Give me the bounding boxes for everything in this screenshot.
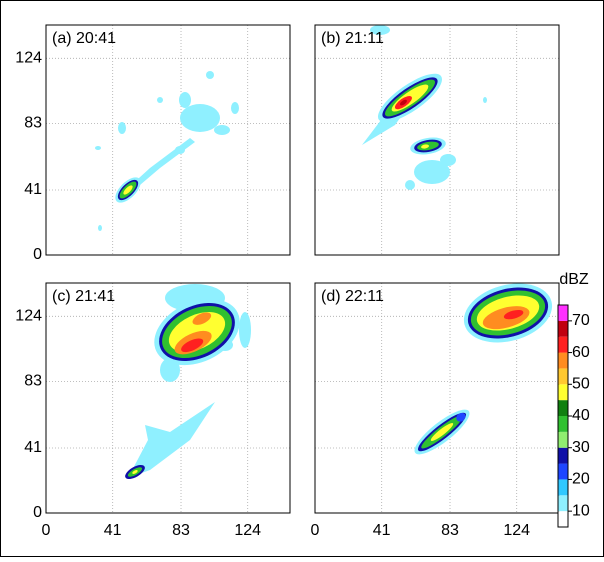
x-tick-label: 41 — [104, 522, 122, 539]
y-tick-label: 0 — [33, 504, 42, 521]
y-tick-label: 41 — [24, 439, 42, 456]
colorbar-bin — [558, 511, 568, 527]
colorbar-bin — [558, 400, 568, 416]
panel-title: (d) 22:11 — [321, 288, 384, 305]
colorbar-tick-label: 70 — [572, 312, 590, 329]
colorbar-tick-label: 20 — [572, 471, 590, 488]
panel-title: (a) 20:41 — [52, 30, 116, 47]
colorbar-tick-label: 30 — [572, 439, 590, 456]
colorbar-tick-label: 60 — [572, 344, 590, 361]
y-tick-label: 124 — [15, 308, 42, 325]
panel-title: (b) 21:11 — [321, 30, 384, 47]
colorbar-bin — [558, 416, 568, 432]
x-tick-label: 83 — [172, 522, 190, 539]
colorbar-bin — [558, 479, 568, 495]
x-tick-label: 124 — [503, 522, 530, 539]
colorbar-tick-label: 50 — [572, 376, 590, 393]
colorbar-bin — [558, 384, 568, 400]
y-tick-label: 0 — [33, 246, 42, 263]
colorbar-bin — [558, 353, 568, 369]
colorbar-bin — [558, 448, 568, 464]
colorbar-bin — [558, 321, 568, 337]
y-tick-label: 83 — [24, 115, 42, 132]
colorbar-label: dBZ — [559, 271, 589, 288]
y-tick-label: 124 — [15, 50, 42, 67]
colorbar-bin — [558, 368, 568, 384]
x-tick-label: 0 — [42, 522, 51, 539]
x-tick-label: 0 — [311, 522, 320, 539]
figure: 0 41 83 124 (a) 20:41 (b) 21:11 0 41 83 124 0 41 83 1… — [0, 0, 604, 557]
colorbar-bin — [558, 305, 568, 321]
y-tick-label: 83 — [24, 373, 42, 390]
colorbar-bin — [558, 337, 568, 353]
colorbar-bin — [558, 495, 568, 511]
colorbar-bin — [558, 464, 568, 480]
colorbar-tick-label: 10 — [572, 502, 590, 519]
panel-title: (c) 21:41 — [52, 288, 115, 305]
colorbar-bin — [558, 432, 568, 448]
colorbar-tick-label: 40 — [572, 407, 590, 424]
y-tick-label: 41 — [24, 181, 42, 198]
x-tick-label: 124 — [234, 522, 261, 539]
figure-border — [1, 1, 604, 557]
x-tick-label: 41 — [373, 522, 391, 539]
x-tick-label: 83 — [441, 522, 459, 539]
